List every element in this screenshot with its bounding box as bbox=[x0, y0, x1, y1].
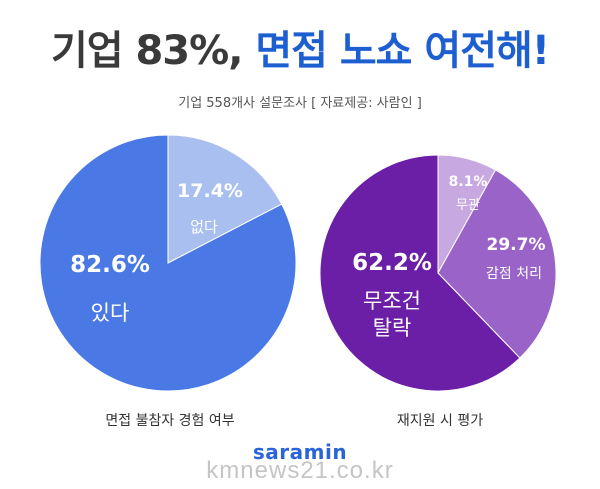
pie2-value-label-0: 62.2% bbox=[352, 250, 432, 276]
pie2-category-label-0-0: 무조건 bbox=[363, 289, 421, 313]
left-chart-caption: 면접 불참자 경험 여부 bbox=[105, 413, 235, 429]
pie2-value-label-2: 8.1% bbox=[449, 174, 488, 190]
watermark: kmnews21.co.kr bbox=[206, 457, 394, 484]
pie2-category-label-2: 무관 bbox=[456, 198, 480, 213]
pie2-category-label-1: 감점 처리 bbox=[486, 266, 542, 282]
pie1-slice-0 bbox=[39, 134, 297, 392]
pie2-slice-1 bbox=[437, 169, 557, 359]
pie1-value-label-0: 82.6% bbox=[70, 252, 150, 278]
pie1-category-label-0: 있다 bbox=[91, 301, 130, 325]
headline: 기업 83%, 면접 노쇼 여전해! bbox=[0, 18, 600, 76]
pie1-value-label-1: 17.4% bbox=[177, 180, 243, 202]
headline-part2: 면접 노쇼 여전해! bbox=[255, 28, 550, 74]
pie2-slice-0 bbox=[319, 154, 521, 392]
pie2-category-label-0-1: 탈락 bbox=[373, 316, 412, 340]
subtitle: 기업 558개사 설문조사 [ 자료제공: 사람인 ] bbox=[178, 96, 422, 111]
headline-part1: 기업 83%, bbox=[50, 28, 243, 74]
saramin-logo: saramin bbox=[252, 440, 348, 464]
pie1-slice-1 bbox=[167, 134, 283, 264]
pie1-category-label-1: 없다 bbox=[190, 218, 218, 236]
pie2-value-label-1: 29.7% bbox=[487, 235, 546, 255]
right-chart-caption: 재지원 시 평가 bbox=[396, 413, 484, 429]
